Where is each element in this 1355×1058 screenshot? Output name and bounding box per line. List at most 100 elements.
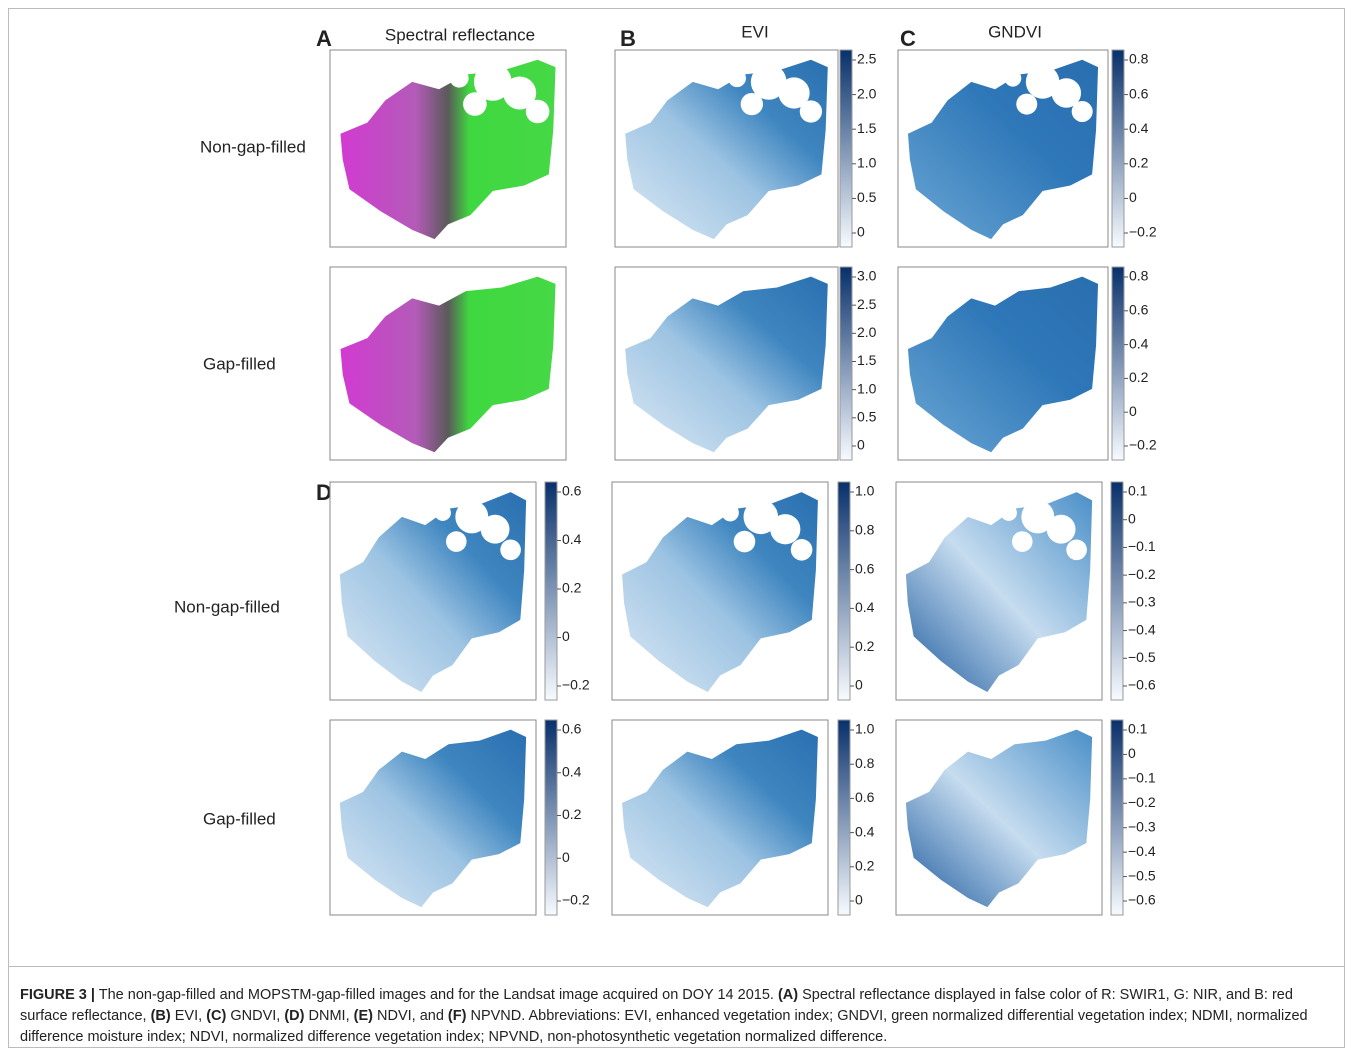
colorbar-tick-label: 0 — [857, 224, 865, 240]
map — [622, 492, 818, 692]
colorbar-tick-label: 0.6 — [855, 789, 875, 805]
colorbar-tick-label: −0.1 — [1128, 538, 1156, 554]
colorbar-tick-label: 0.8 — [855, 522, 875, 538]
map — [340, 276, 556, 453]
map-gap — [770, 514, 801, 545]
map-gap — [463, 92, 487, 116]
caption-text: FIGURE 3 | — [20, 987, 95, 1003]
colorbar-tick-label: 0 — [1128, 510, 1136, 526]
panel-letter: D — [316, 480, 332, 505]
caption-text: NPVND. Abbreviations: EVI, enhanced vege… — [20, 1008, 1312, 1045]
colorbar-tick-label: 0.8 — [855, 755, 875, 771]
colorbar-tick-label: −0.6 — [1128, 677, 1156, 693]
colorbar — [1111, 49, 1125, 248]
row-label: Gap-filled — [203, 354, 276, 373]
colorbar-tick-label: −0.6 — [1128, 892, 1156, 908]
map-gap — [743, 499, 779, 535]
colorbar-tick-label: 1.0 — [857, 155, 877, 171]
row-label: Non-gap-filled — [200, 137, 306, 156]
caption-text: NDVI, and — [372, 1008, 448, 1024]
map-gap — [1011, 531, 1033, 552]
caption-text: (D) — [284, 1008, 305, 1024]
map-gap — [525, 99, 550, 124]
map — [625, 59, 828, 240]
panel-letter: C — [900, 26, 916, 51]
colorbar-tick-label: 0.4 — [855, 823, 875, 839]
row-label: Gap-filled — [203, 809, 276, 828]
colorbar-tick-label: 0.2 — [1129, 155, 1149, 171]
panel-letter: A — [316, 26, 332, 51]
caption-text: EVI, — [170, 1008, 207, 1024]
colorbar — [839, 49, 853, 248]
colorbar-tick-label: 1.5 — [857, 352, 877, 368]
map-gap — [445, 531, 467, 552]
colorbar-tick-label: 0.5 — [857, 189, 877, 205]
caption: FIGURE 3 | The non-gap-filled and MOPSTM… — [20, 985, 1320, 1048]
map-gap — [799, 100, 823, 123]
colorbar — [837, 719, 851, 916]
colorbar-tick-label: 0.2 — [855, 638, 875, 654]
colorbar-tick-label: 0.1 — [1128, 483, 1148, 499]
colorbar-tick-label: 0.4 — [1129, 335, 1149, 351]
caption-text: (F) — [447, 1008, 467, 1024]
map-gap — [721, 504, 739, 522]
map — [625, 276, 828, 453]
row-label: Non-gap-filled — [174, 597, 280, 616]
map-gap — [778, 77, 810, 109]
colorbar — [544, 481, 558, 701]
colorbar-tick-label: 0.6 — [562, 721, 582, 737]
caption-text: (E) — [353, 1008, 373, 1024]
map — [622, 729, 818, 908]
colorbar-tick-label: −0.3 — [1128, 818, 1156, 834]
colorbar-tick-label: 0.8 — [1129, 51, 1149, 67]
separator — [8, 966, 1345, 967]
colorbar-tick-label: −0.5 — [1128, 649, 1156, 665]
panel-title: EVI — [741, 22, 768, 41]
colorbar-tick-label: −0.2 — [1129, 437, 1157, 453]
colorbar-tick-label: 0.2 — [1129, 369, 1149, 385]
colorbar-tick-label: 0.4 — [1129, 120, 1149, 136]
map-gap — [1021, 500, 1055, 534]
colorbar-tick-label: −0.3 — [1128, 594, 1156, 610]
colorbar — [1110, 481, 1124, 701]
caption-text: Spectral reflectance displayed in false … — [20, 987, 1297, 1024]
colorbar-tick-label: 0.1 — [1128, 721, 1148, 737]
map — [339, 729, 527, 908]
frame — [8, 8, 1345, 1048]
map — [905, 492, 1093, 692]
colorbar-tick-label: 0 — [1129, 189, 1137, 205]
colorbar — [1110, 719, 1124, 916]
map-gap — [480, 514, 510, 544]
colorbar-tick-label: 0 — [1128, 745, 1136, 761]
panel-letter: B — [620, 26, 636, 51]
colorbar-tick-label: −0.2 — [562, 677, 590, 693]
caption-text: (A) — [777, 987, 799, 1003]
map-gap — [1051, 78, 1082, 108]
colorbar — [839, 266, 853, 461]
caption-text: DNMI, — [304, 1008, 354, 1024]
colorbar-tick-label: 0.4 — [855, 599, 875, 615]
figure: A Spectral reflectance B EVI 0 0.5 1.0 1.5 2.0 2.… — [174, 22, 1157, 916]
colorbar-tick-label: 0 — [562, 628, 570, 644]
map-gap — [790, 539, 813, 561]
map — [340, 59, 556, 240]
colorbar-tick-label: 0.4 — [562, 531, 582, 547]
colorbar-tick-label: 0.8 — [1129, 268, 1149, 284]
colorbar-tick-label: 0.6 — [562, 483, 582, 499]
map-gap — [750, 64, 787, 100]
caption-text: The non-gap-filled and MOPSTM-gap-filled… — [94, 987, 778, 1003]
colorbar — [1111, 266, 1125, 461]
colorbar-tick-label: −0.4 — [1128, 621, 1156, 637]
colorbar-tick-label: 0 — [855, 677, 863, 693]
colorbar-tick-label: 0 — [562, 849, 570, 865]
colorbar-tick-label: 0.5 — [857, 409, 877, 425]
colorbar-tick-label: 2.0 — [857, 85, 877, 101]
map-gap — [455, 500, 489, 534]
colorbar-tick-label: 1.5 — [857, 120, 877, 136]
caption-text: (B) — [150, 1008, 171, 1024]
map-gap — [434, 504, 451, 521]
colorbar-tick-label: 2.5 — [857, 296, 877, 312]
map — [907, 59, 1099, 240]
colorbar-tick-label: 0.2 — [562, 580, 582, 596]
colorbar-tick-label: −0.4 — [1128, 843, 1156, 859]
